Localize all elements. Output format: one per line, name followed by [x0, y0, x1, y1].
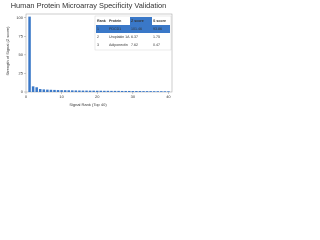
bar	[113, 90, 117, 92]
bar	[81, 90, 85, 92]
x-tick-label: 0	[25, 94, 28, 99]
x-tick-label: 30	[131, 94, 136, 99]
bar	[74, 90, 78, 92]
bar	[110, 90, 113, 92]
bar	[135, 91, 138, 92]
y-tick-label: 100	[16, 15, 23, 20]
table-cell: 3	[97, 43, 99, 47]
bar	[85, 90, 88, 92]
table-cell: 1.75	[153, 35, 160, 39]
table-cell: 1	[97, 27, 99, 31]
bar	[31, 86, 35, 92]
bar	[92, 90, 95, 92]
bar	[67, 90, 70, 92]
table-cell: 2	[97, 35, 99, 39]
bar	[42, 89, 46, 92]
table-header: Z score	[131, 19, 144, 23]
bar	[124, 90, 127, 92]
bar	[152, 91, 156, 92]
bar	[145, 91, 149, 92]
table-cell: Uroplakin 1A	[109, 35, 130, 39]
bar	[128, 90, 131, 92]
bar	[163, 91, 167, 92]
bar	[149, 91, 152, 92]
table-cell: 93.86	[153, 27, 162, 31]
bar	[117, 90, 120, 92]
bar	[131, 91, 135, 92]
table-cell: 6.37	[131, 35, 138, 39]
bar	[46, 89, 49, 92]
bar	[56, 90, 60, 92]
y-axis-label: Strength of Signal (Z score)	[5, 26, 10, 76]
y-tick-label: 0	[21, 89, 24, 94]
table-header: Rank	[97, 19, 106, 23]
y-tick-label: 75	[19, 33, 24, 38]
plot-frame	[25, 13, 173, 93]
bar	[38, 89, 42, 92]
bar	[156, 91, 160, 92]
bar	[142, 91, 145, 92]
bar	[28, 16, 31, 92]
y-tick-label: 50	[19, 52, 24, 57]
bar	[49, 89, 53, 92]
bar	[167, 91, 170, 92]
bar	[63, 90, 67, 92]
table-cell: 7.62	[131, 43, 138, 47]
bar	[160, 91, 163, 92]
table-cell: 0.47	[153, 43, 160, 47]
bar	[71, 90, 74, 92]
bar	[78, 90, 81, 92]
bar	[106, 90, 110, 92]
table-header: Protein	[109, 19, 121, 23]
chart-title: Human Protein Microarray Specificity Val…	[11, 1, 167, 10]
header-highlight	[130, 17, 152, 25]
bar	[103, 90, 106, 92]
bar	[138, 91, 142, 92]
bar	[95, 90, 99, 92]
table-cell: 101.46	[131, 27, 142, 31]
x-axis-label: Signal Rank (Top 40)	[69, 102, 107, 107]
bar	[120, 90, 124, 92]
x-tick-label: 40	[166, 94, 171, 99]
bar	[99, 90, 103, 92]
table-cell: Adiponectin	[109, 43, 128, 47]
table-cell: PDCD1	[109, 27, 121, 31]
chart: Human Protein Microarray Specificity Val…	[5, 1, 173, 107]
x-tick-label: 20	[95, 94, 100, 99]
bar	[53, 89, 56, 92]
x-tick-label: 10	[59, 94, 64, 99]
bar	[35, 87, 38, 92]
bar	[60, 90, 63, 92]
table-header: S score	[153, 19, 166, 23]
row-highlight	[96, 25, 170, 33]
bar	[88, 90, 92, 92]
y-tick-label: 25	[19, 70, 24, 75]
